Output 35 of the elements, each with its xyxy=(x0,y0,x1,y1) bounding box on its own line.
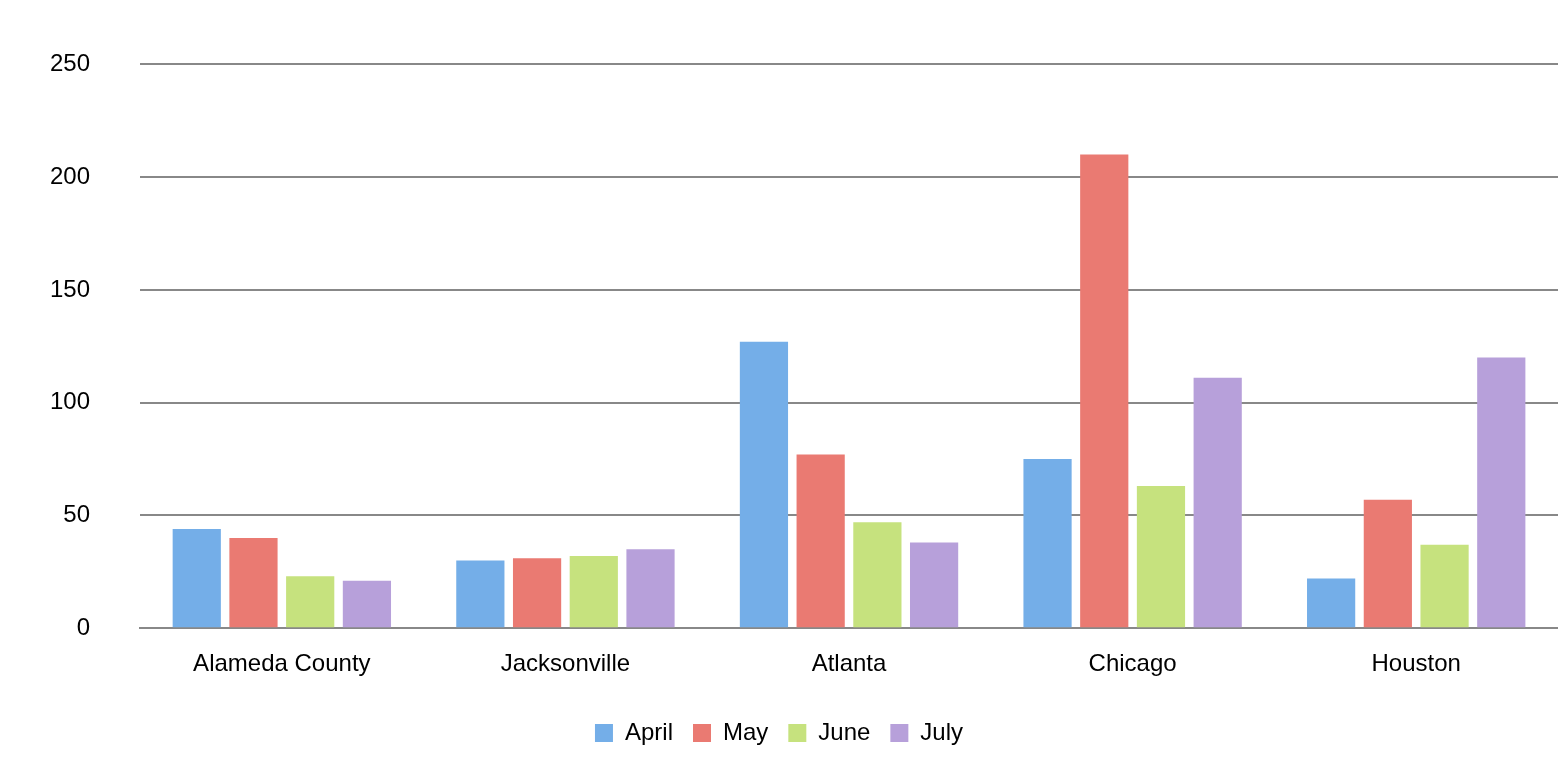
y-tick-label: 50 xyxy=(63,500,91,528)
bar xyxy=(1023,459,1072,628)
bar xyxy=(1307,578,1356,628)
bar xyxy=(796,454,845,628)
bar xyxy=(1363,499,1412,628)
legend-label: May xyxy=(722,717,769,745)
bar xyxy=(229,537,278,628)
bar xyxy=(1080,154,1129,628)
bar xyxy=(342,580,392,628)
x-tick-label: Jacksonville xyxy=(500,649,631,677)
bar xyxy=(172,528,221,628)
bar xyxy=(1136,486,1186,628)
bar xyxy=(456,560,505,628)
x-tick-label: Alameda County xyxy=(193,649,371,677)
legend-label: June xyxy=(818,717,871,745)
bar xyxy=(1420,544,1469,628)
bar xyxy=(569,556,618,628)
bar xyxy=(512,558,562,628)
x-tick-label: Atlanta xyxy=(811,649,888,677)
legend-label: July xyxy=(920,717,964,745)
bar xyxy=(286,576,335,628)
bar xyxy=(909,542,959,628)
bar xyxy=(1193,377,1242,628)
x-tick-label: Houston xyxy=(1371,649,1461,677)
bar xyxy=(853,522,902,628)
legend-label: April xyxy=(624,717,673,745)
y-tick-label: 100 xyxy=(50,387,91,415)
bar xyxy=(739,341,789,628)
bar xyxy=(1477,357,1526,628)
y-tick-label: 200 xyxy=(50,161,91,189)
y-tick-label: 150 xyxy=(50,274,91,302)
y-tick-label: 250 xyxy=(50,49,91,77)
y-tick-label: 0 xyxy=(76,612,91,640)
bar xyxy=(626,549,675,628)
x-tick-label: Chicago xyxy=(1088,649,1177,677)
